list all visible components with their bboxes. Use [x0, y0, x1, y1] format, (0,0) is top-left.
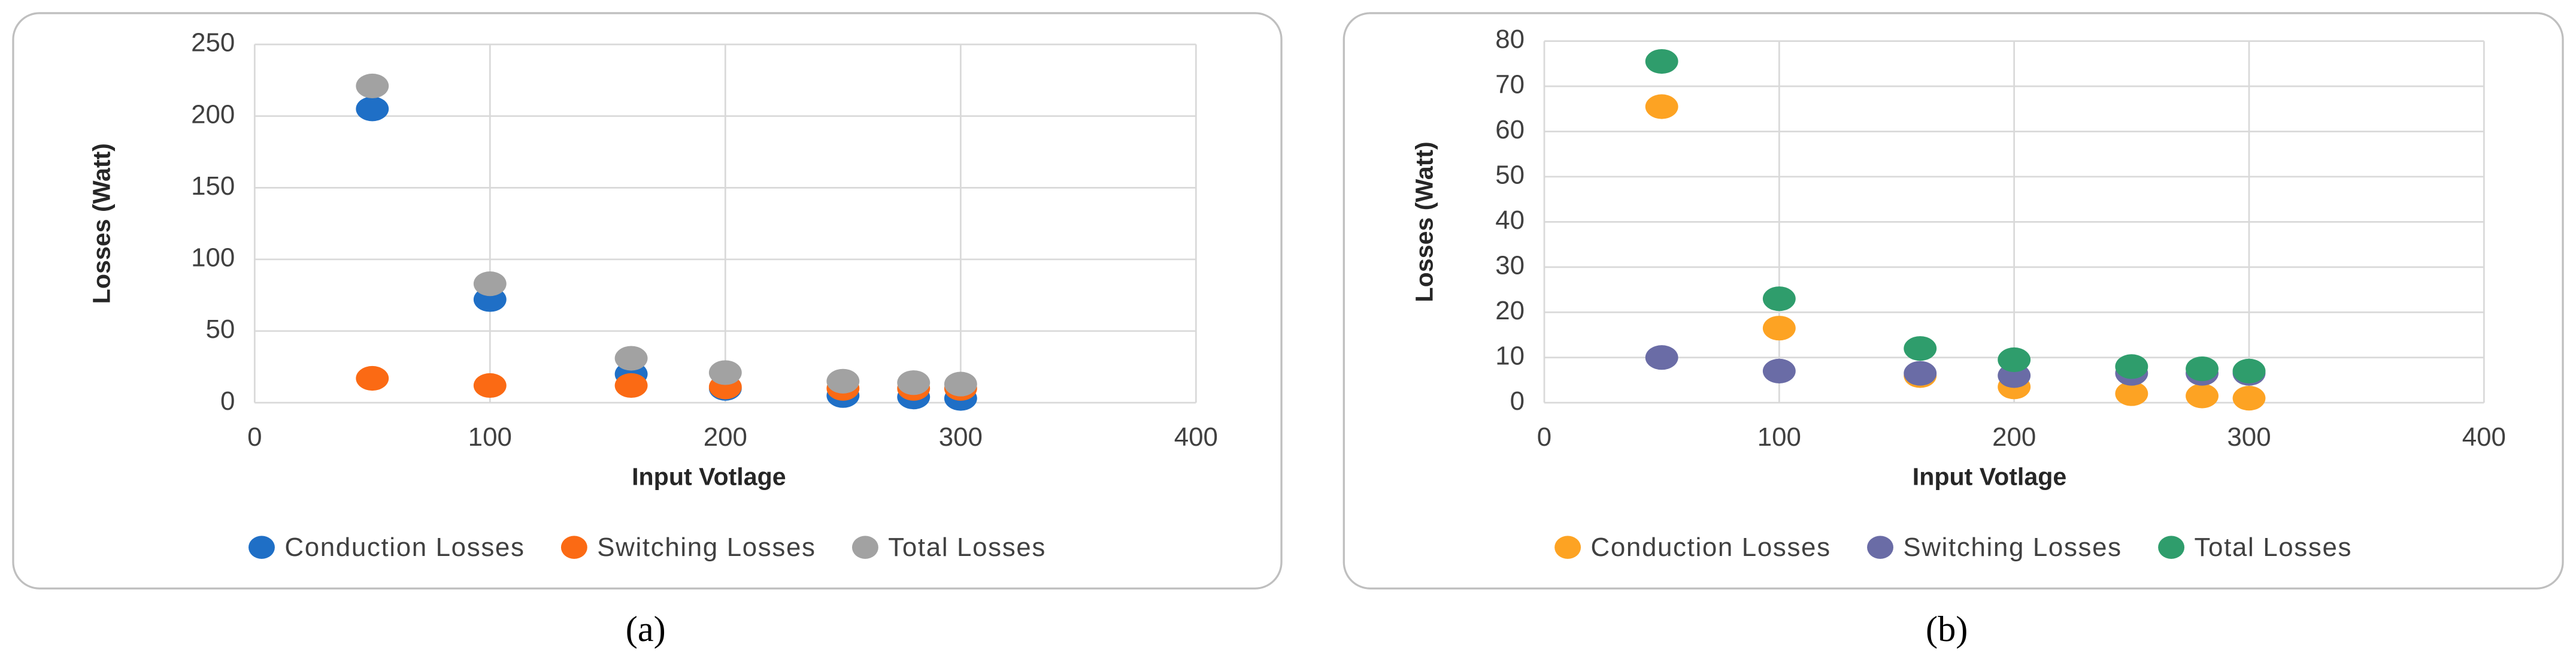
y-tick-label: 200 [191, 99, 235, 129]
y-tick-label: 40 [1495, 205, 1525, 235]
data-point [356, 365, 389, 391]
x-tick-label: 400 [2462, 422, 2506, 452]
x-tick-label: 300 [939, 422, 983, 452]
legend-marker [851, 536, 878, 559]
data-point [897, 370, 931, 395]
y-axis-title: Losses (Watt) [88, 143, 116, 304]
y-tick-label: 150 [191, 171, 235, 201]
data-point [1904, 336, 1937, 361]
x-axis-title: Input Votlage [632, 463, 786, 490]
legend-marker [1554, 536, 1581, 559]
y-tick-label: 50 [206, 315, 235, 344]
x-tick-label: 100 [1757, 422, 1801, 452]
data-point [708, 360, 742, 385]
data-point [1762, 316, 1796, 341]
data-point [2115, 381, 2148, 406]
data-point [1762, 286, 1796, 312]
caption: (b) [1926, 609, 1968, 649]
legend-label: Conduction Losses [1591, 533, 1831, 562]
data-point [2232, 386, 2266, 411]
data-point [1762, 358, 1796, 383]
legend-label: Switching Losses [1903, 533, 2122, 562]
x-axis-title: Input Votlage [1913, 463, 2067, 490]
x-tick-label: 0 [1537, 422, 1551, 452]
legend-label: Total Losses [2194, 533, 2352, 562]
y-tick-label: 60 [1495, 115, 1525, 144]
x-tick-label: 0 [247, 422, 262, 452]
data-point [1645, 49, 1678, 74]
data-point [2186, 356, 2219, 382]
y-tick-label: 50 [1495, 161, 1525, 190]
data-point [356, 96, 389, 122]
data-point [1998, 347, 2031, 373]
panel-frame [12, 12, 1283, 590]
legend: Conduction Losses Switching Losses Total L… [248, 533, 1046, 562]
data-point [944, 371, 977, 397]
data-point [614, 346, 648, 371]
y-tick-label: 100 [191, 243, 235, 273]
legend-marker [1867, 536, 1893, 559]
legend-marker [560, 536, 587, 559]
y-tick-label: 10 [1495, 341, 1525, 370]
legend-label: Total Losses [888, 533, 1046, 562]
data-point [2115, 354, 2148, 379]
data-point [2232, 358, 2266, 383]
data-point [614, 373, 648, 398]
y-tick-label: 0 [1510, 386, 1525, 416]
data-point [473, 271, 507, 297]
y-tick-label: 20 [1495, 296, 1525, 325]
y-tick-label: 70 [1495, 70, 1525, 99]
legend-marker [248, 536, 275, 559]
x-tick-label: 100 [468, 422, 512, 452]
data-point [473, 373, 507, 398]
y-axis-title: Losses (Watt) [1410, 141, 1438, 302]
panel-frame [1342, 12, 2564, 590]
data-point [826, 368, 860, 394]
y-tick-label: 250 [191, 28, 235, 58]
data-point [2186, 383, 2219, 409]
y-tick-label: 80 [1495, 25, 1525, 54]
caption: (a) [626, 609, 666, 649]
legend-marker [2158, 536, 2185, 559]
y-tick-label: 0 [220, 386, 235, 416]
x-tick-label: 200 [1992, 422, 2036, 452]
legend-label: Switching Losses [597, 533, 816, 562]
x-tick-label: 200 [704, 422, 747, 452]
data-point [1645, 94, 1678, 119]
x-tick-label: 400 [1174, 422, 1218, 452]
legend-label: Conduction Losses [284, 533, 525, 562]
data-point [1645, 345, 1678, 370]
data-point [356, 73, 389, 99]
data-point [1904, 361, 1937, 386]
legend: Conduction Losses Switching Losses Total L… [1554, 533, 2352, 562]
y-tick-label: 30 [1495, 250, 1525, 280]
x-tick-label: 300 [2227, 422, 2271, 452]
